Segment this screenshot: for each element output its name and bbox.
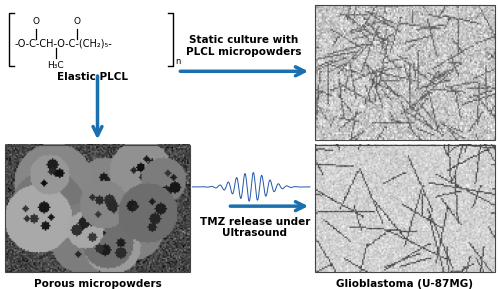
Text: O: O <box>74 17 80 26</box>
Text: Porous micropowders: Porous micropowders <box>34 279 162 289</box>
Bar <box>315 144 495 272</box>
Text: n: n <box>176 57 181 66</box>
Text: TMZ release under
Ultrasound: TMZ release under Ultrasound <box>200 216 310 238</box>
Bar <box>5 144 190 272</box>
Text: Elastic PLCL: Elastic PLCL <box>57 72 128 82</box>
Text: O: O <box>32 17 40 26</box>
Text: -O-C-CH-O-C-(CH₂)₅-: -O-C-CH-O-C-(CH₂)₅- <box>15 38 113 48</box>
Text: H₃C: H₃C <box>47 61 64 70</box>
Bar <box>315 5 495 140</box>
Text: Static culture with
PLCL micropowders: Static culture with PLCL micropowders <box>186 35 302 57</box>
Text: Glioblastoma (U-87MG): Glioblastoma (U-87MG) <box>336 279 473 289</box>
